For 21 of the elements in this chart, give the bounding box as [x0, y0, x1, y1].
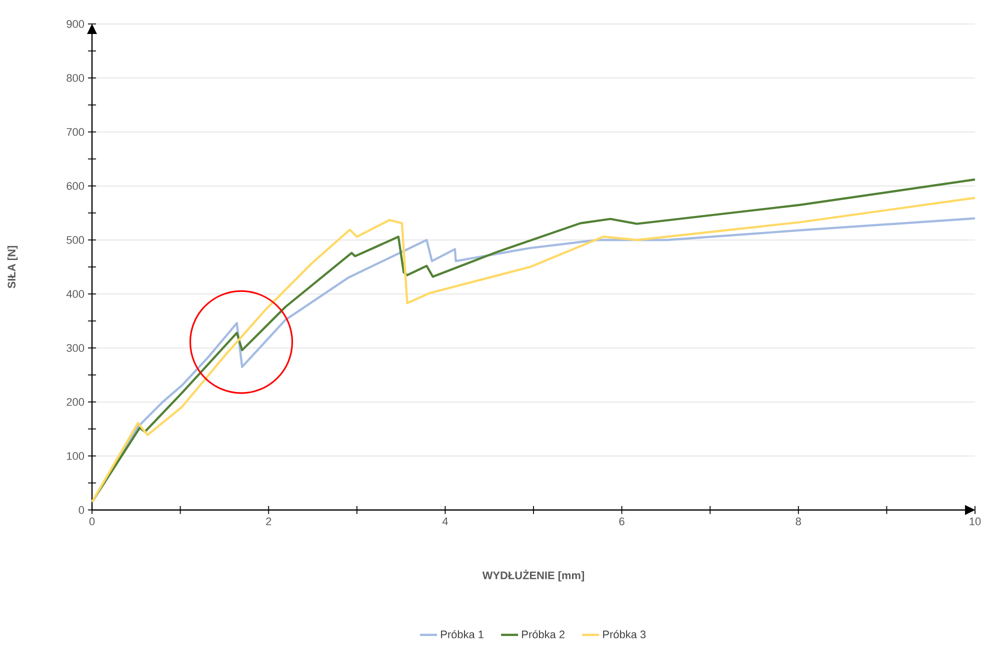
legend-label: Próbka 3	[603, 630, 646, 638]
y-tick-label: 600	[66, 182, 84, 190]
x-tick-label: 2	[266, 518, 272, 526]
x-tick-label: 4	[442, 518, 448, 526]
x-axis-title: WYDŁUŻENIE [mm]	[482, 570, 584, 582]
y-tick-label: 300	[66, 344, 84, 352]
y-tick-label: 700	[66, 128, 84, 136]
legend-label: Próbka 1	[441, 630, 484, 638]
y-axis-title: SIŁA [N]	[7, 246, 18, 288]
y-tick-label: 0	[78, 506, 84, 514]
y-tick-label: 200	[66, 398, 84, 406]
y-tick-label: 500	[66, 236, 84, 244]
y-tick-label: 400	[66, 290, 84, 298]
x-tick-label: 8	[796, 518, 801, 526]
y-tick-label: 100	[67, 452, 84, 460]
y-tick-label: 800	[66, 74, 84, 82]
legend-label: Próbka 2	[522, 630, 564, 638]
x-tick-label: 0	[89, 518, 95, 526]
y-tick-label: 900	[66, 20, 84, 28]
x-tick-label: 10	[970, 518, 981, 526]
x-tick-label: 6	[619, 518, 624, 526]
